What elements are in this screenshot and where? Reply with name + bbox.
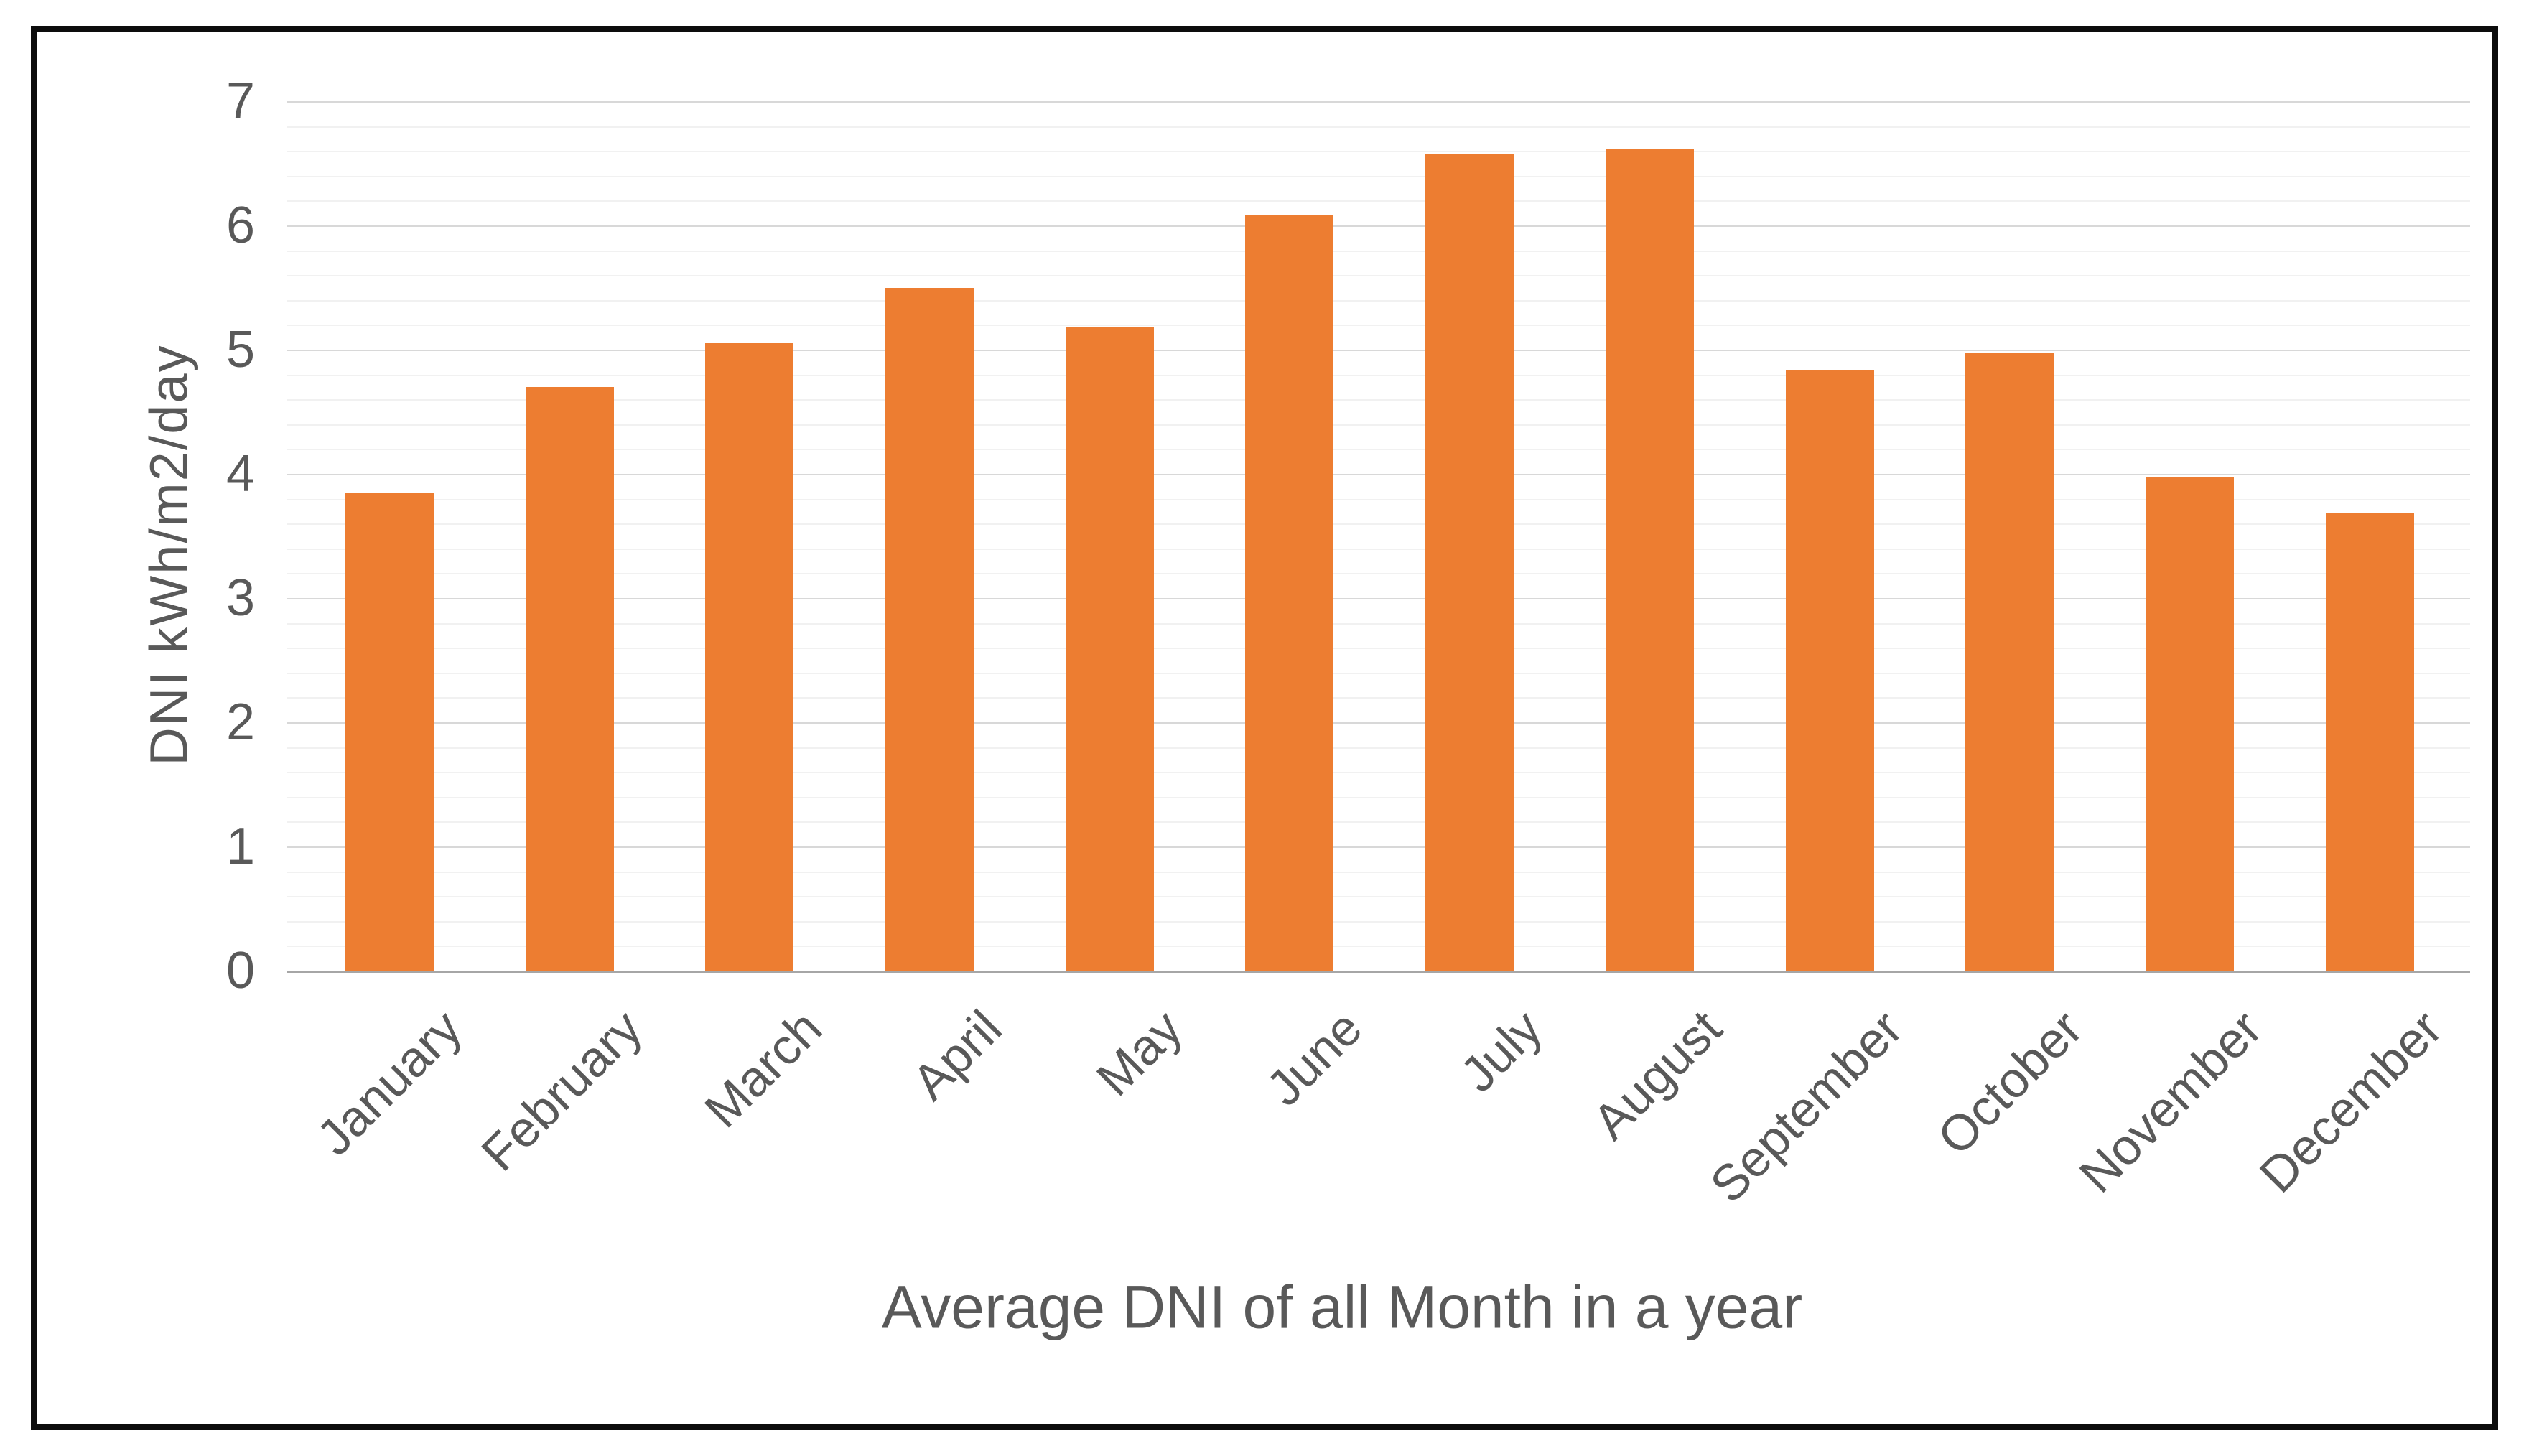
y-tick-label: 6 xyxy=(225,197,255,254)
minor-gridline xyxy=(287,250,2470,252)
major-gridline xyxy=(287,598,2470,599)
minor-gridline xyxy=(287,523,2470,526)
minor-gridline xyxy=(287,920,2470,923)
x-category-label: December xyxy=(2249,999,2453,1203)
y-tick-label: 3 xyxy=(225,569,255,627)
x-axis-line xyxy=(287,971,2470,973)
minor-gridline xyxy=(287,772,2470,774)
minor-gridline xyxy=(287,399,2470,401)
minor-gridline xyxy=(287,796,2470,798)
x-category-label: August xyxy=(1582,999,1733,1150)
minor-gridline xyxy=(287,946,2470,948)
y-tick-label: 4 xyxy=(225,445,255,503)
bar-january xyxy=(345,492,434,971)
bar-february xyxy=(525,386,614,971)
x-category-label: February xyxy=(470,999,653,1182)
y-tick-label: 1 xyxy=(225,818,255,875)
bar-june xyxy=(1245,215,1334,971)
x-category-label: November xyxy=(2069,999,2273,1203)
minor-gridline xyxy=(287,175,2470,177)
minor-gridline xyxy=(287,821,2470,823)
x-category-label: April xyxy=(901,999,1013,1111)
bar-march xyxy=(705,343,794,971)
major-gridline xyxy=(287,225,2470,227)
minor-gridline xyxy=(287,672,2470,674)
minor-gridline xyxy=(287,374,2470,376)
bar-april xyxy=(885,287,974,971)
x-category-label: July xyxy=(1449,999,1553,1103)
minor-gridline xyxy=(287,200,2470,202)
minor-gridline xyxy=(287,325,2470,327)
y-tick-label: 2 xyxy=(225,694,255,751)
bar-december xyxy=(2325,512,2414,971)
minor-gridline xyxy=(287,871,2470,873)
minor-gridline xyxy=(287,697,2470,699)
y-tick-label: 0 xyxy=(225,942,255,999)
x-category-label: May xyxy=(1086,999,1193,1107)
major-gridline xyxy=(287,722,2470,724)
minor-gridline xyxy=(287,747,2470,749)
x-axis-title: Average DNI of all Month in a year xyxy=(881,1273,1803,1341)
major-gridline xyxy=(287,846,2470,848)
minor-gridline xyxy=(287,498,2470,500)
minor-gridline xyxy=(287,648,2470,650)
minor-gridline xyxy=(287,275,2470,277)
minor-gridline xyxy=(287,622,2470,625)
x-category-label: October xyxy=(1927,999,2093,1166)
bar-october xyxy=(1965,352,2054,971)
minor-gridline xyxy=(287,896,2470,898)
minor-gridline xyxy=(287,548,2470,550)
bar-november xyxy=(2145,477,2234,971)
y-tick-label: 5 xyxy=(225,321,255,378)
x-category-label: June xyxy=(1255,999,1373,1116)
major-gridline xyxy=(287,350,2470,351)
minor-gridline xyxy=(287,151,2470,153)
minor-gridline xyxy=(287,299,2470,302)
bar-july xyxy=(1425,153,1514,971)
x-category-label: January xyxy=(306,999,472,1166)
chart-border-frame: 0 1 2 3 4 5 6 7 January February March April May June… xyxy=(31,26,2498,1430)
minor-gridline xyxy=(287,126,2470,128)
minor-gridline xyxy=(287,573,2470,575)
bar-september xyxy=(1785,370,1874,971)
bar-august xyxy=(1605,148,1694,971)
major-gridline xyxy=(287,101,2470,103)
major-gridline xyxy=(287,474,2470,475)
minor-gridline xyxy=(287,424,2470,426)
x-category-label: March xyxy=(694,999,833,1139)
bar-may xyxy=(1065,327,1154,971)
y-tick-label: 7 xyxy=(225,73,255,130)
minor-gridline xyxy=(287,449,2470,451)
x-category-label: September xyxy=(1699,999,1913,1213)
y-axis-title: DNI kWh/m2/day xyxy=(139,344,199,766)
